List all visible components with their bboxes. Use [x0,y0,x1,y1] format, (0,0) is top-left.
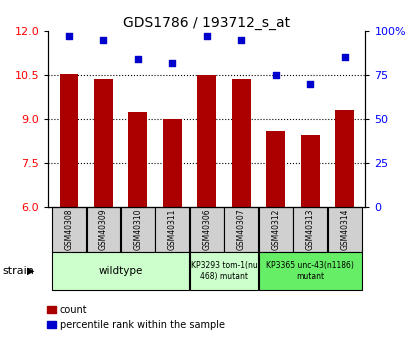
Bar [190,207,224,252]
Bar [121,207,155,252]
Point [341,55,348,60]
Bar [259,252,362,290]
Text: GSM40309: GSM40309 [99,209,108,250]
Bar [328,207,362,252]
Point [273,72,279,78]
Text: KP3365 unc-43(n1186)
mutant: KP3365 unc-43(n1186) mutant [266,261,354,280]
Text: GSM40307: GSM40307 [237,209,246,250]
Text: GSM40311: GSM40311 [168,209,177,250]
Text: GSM40308: GSM40308 [65,209,73,250]
Point [100,37,107,43]
Point [204,33,210,39]
Bar [224,207,258,252]
Bar [155,207,189,252]
Bar [190,252,258,290]
Bar [266,131,285,207]
Text: ▶: ▶ [27,266,35,276]
Bar [87,207,121,252]
Bar [335,110,354,207]
Point [66,33,72,39]
Bar [60,73,79,207]
Text: KP3293 tom-1(nu
468) mutant: KP3293 tom-1(nu 468) mutant [191,261,257,280]
Text: GSM40306: GSM40306 [202,209,211,250]
Text: GSM40312: GSM40312 [271,209,280,250]
Bar [293,207,327,252]
Legend: count, percentile rank within the sample: count, percentile rank within the sample [47,305,225,330]
Bar [232,79,251,207]
Bar [163,119,182,207]
Bar [197,75,216,207]
Bar [259,207,293,252]
Bar [94,79,113,207]
Text: wildtype: wildtype [99,266,143,276]
Point [238,37,245,43]
Bar [52,207,86,252]
Bar [52,252,189,290]
Text: GSM40313: GSM40313 [306,209,315,250]
Bar [301,135,320,207]
Text: GSM40310: GSM40310 [134,209,142,250]
Bar [129,112,147,207]
Point [169,60,176,66]
Point [307,81,314,87]
Text: GSM40314: GSM40314 [340,209,349,250]
Point [134,57,141,62]
Text: strain: strain [2,266,34,276]
Title: GDS1786 / 193712_s_at: GDS1786 / 193712_s_at [123,16,290,30]
